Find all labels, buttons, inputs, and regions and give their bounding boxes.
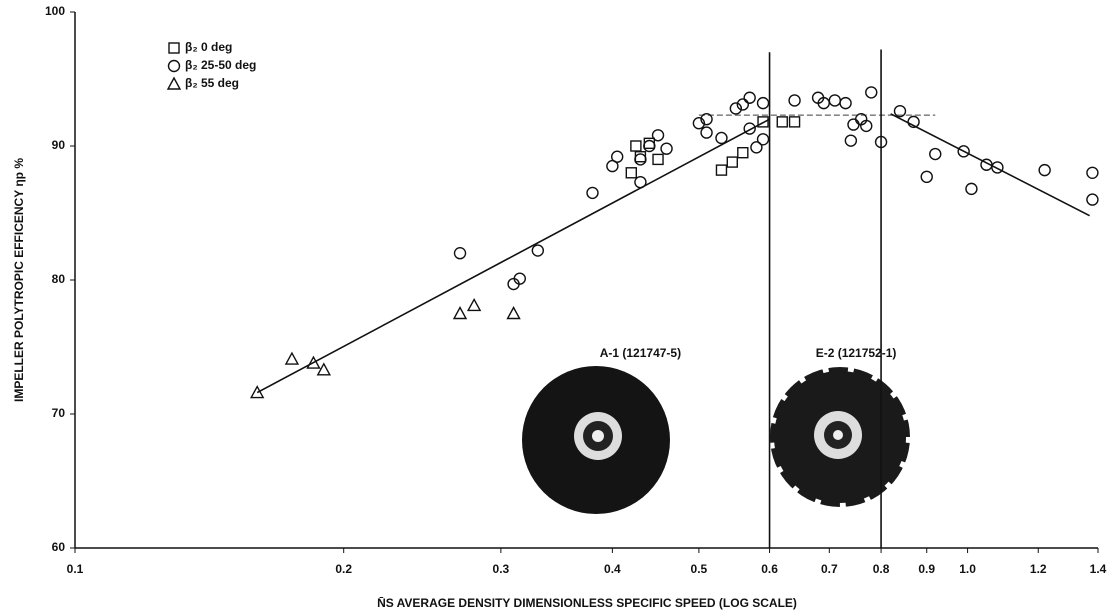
x-tick-label: 0.2 (335, 562, 352, 576)
annotation: A-1 (121747-5) (600, 346, 681, 360)
data-point (660, 142, 673, 155)
legend-marker (166, 76, 182, 90)
data-point (250, 385, 265, 399)
impeller-a1 (522, 366, 670, 514)
x-tick-label: 0.8 (873, 562, 890, 576)
data-point (828, 94, 842, 107)
data-point (757, 116, 769, 128)
data-point (634, 175, 647, 189)
data-point (452, 306, 468, 320)
legend-label: β₂ 25-50 deg (185, 58, 256, 72)
data-point (630, 140, 642, 152)
data-point (756, 133, 770, 146)
y-tick-label: 100 (45, 4, 65, 18)
data-point (957, 145, 970, 158)
data-point (750, 141, 763, 154)
data-point (316, 362, 331, 376)
data-point (965, 182, 978, 196)
data-point (991, 161, 1004, 174)
x-tick-label: 0.7 (821, 562, 838, 576)
data-point (715, 131, 728, 145)
x-tick-label: 1.2 (1030, 562, 1047, 576)
data-point (651, 129, 665, 142)
x-tick-label: 0.1 (67, 562, 84, 576)
trend-line (256, 118, 770, 394)
x-axis-label: N̄S AVERAGE DENSITY DIMENSIONLESS SPECIF… (377, 596, 797, 610)
data-point (920, 170, 933, 184)
data-point (610, 150, 624, 163)
data-point (743, 122, 756, 135)
data-point (506, 306, 521, 320)
data-point (284, 351, 300, 365)
data-point (756, 96, 770, 110)
trend-line (890, 113, 1090, 217)
data-point (729, 102, 743, 115)
data-point (776, 116, 788, 128)
data-point (788, 94, 801, 107)
data-point (306, 355, 321, 369)
data-point (737, 146, 749, 159)
data-point (1038, 163, 1051, 177)
data-point (844, 134, 858, 147)
x-tick-label: 0.3 (493, 562, 510, 576)
legend-label: β₂ 0 deg (185, 40, 232, 54)
y-axis-label: IMPELLER POLYTROPIC EFFICENCY ηp % (12, 158, 26, 402)
data-point (643, 139, 656, 153)
legend-label: β₂ 55 deg (185, 76, 239, 90)
x-tick-label: 1.4 (1090, 562, 1107, 576)
data-point (586, 186, 599, 200)
data-point (625, 167, 637, 179)
data-point (847, 118, 860, 131)
x-tick-label: 0.5 (691, 562, 708, 576)
data-point (531, 244, 545, 257)
impeller-e2 (766, 363, 914, 511)
data-point (860, 119, 873, 133)
data-point (743, 91, 756, 104)
data-point (634, 153, 647, 166)
data-point (736, 98, 750, 111)
data-point (865, 86, 878, 99)
x-tick-label: 0.9 (918, 562, 935, 576)
data-point (513, 272, 526, 285)
x-tick-label: 0.4 (604, 562, 621, 576)
data-point (1086, 166, 1099, 180)
data-point (700, 112, 713, 126)
data-point (715, 164, 728, 176)
data-point (726, 156, 738, 168)
data-point (874, 135, 888, 149)
data-point (692, 117, 706, 130)
data-point (929, 147, 942, 161)
y-tick-label: 80 (52, 272, 66, 286)
y-tick-label: 60 (52, 540, 66, 554)
data-point (652, 153, 664, 166)
x-tick-label: 0.6 (761, 562, 778, 576)
data-point (788, 116, 801, 128)
data-point (893, 104, 907, 118)
y-tick-label: 90 (52, 138, 66, 152)
data-point (700, 126, 713, 139)
data-point (1086, 193, 1099, 206)
y-tick-label: 70 (52, 406, 66, 420)
data-point (839, 96, 852, 110)
legend-marker (167, 59, 181, 73)
data-point (907, 115, 920, 129)
x-tick-label: 1.0 (959, 562, 976, 576)
data-point (466, 297, 482, 312)
legend-marker (168, 42, 180, 54)
data-point (453, 246, 467, 260)
annotation: E-2 (121752-1) (816, 346, 897, 360)
